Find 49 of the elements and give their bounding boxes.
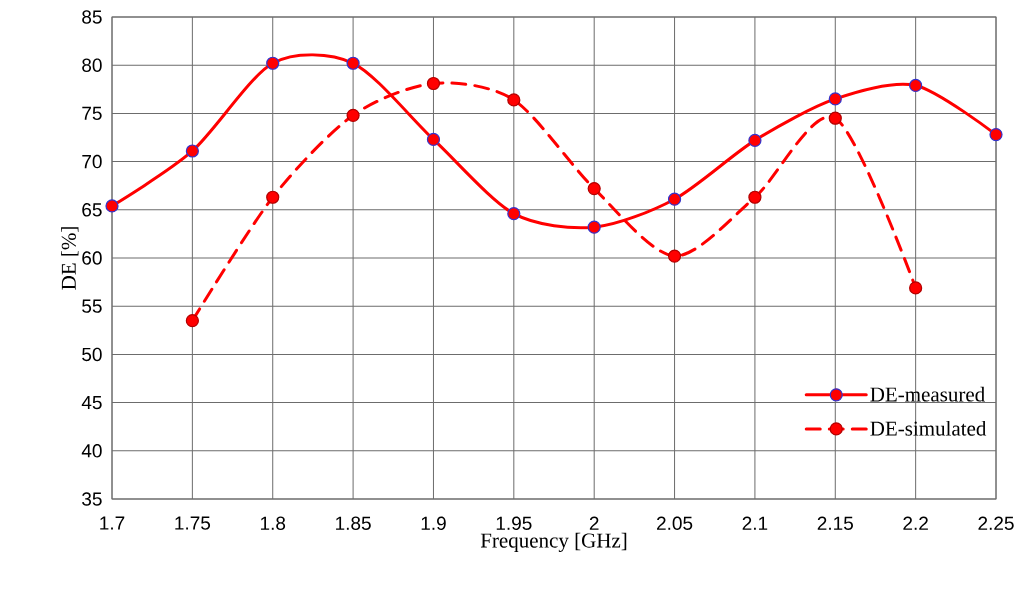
point xyxy=(587,220,601,234)
point xyxy=(346,56,360,70)
x-tick-label: 1.95 xyxy=(496,516,532,530)
x-tick-label: 1.7 xyxy=(100,516,125,530)
point xyxy=(748,133,762,147)
x-tick-label: 2.2 xyxy=(903,516,928,530)
point xyxy=(909,78,923,93)
y-tick-label: 50 xyxy=(82,347,102,362)
point xyxy=(667,249,682,263)
point xyxy=(185,144,199,158)
y-tick-label: 65 xyxy=(82,203,102,217)
legend-label: DE-simulated xyxy=(870,420,987,436)
point xyxy=(266,56,280,70)
x-tick-label: 1.9 xyxy=(421,516,446,530)
point xyxy=(667,192,682,206)
legend-label: DE-measured xyxy=(870,386,985,402)
y-axis-title: DE [%] xyxy=(61,227,79,290)
y-tick-label: 80 xyxy=(82,58,102,72)
point xyxy=(185,314,199,328)
x-tick-label: 2.15 xyxy=(817,516,853,530)
y-tick-label: 45 xyxy=(81,395,102,410)
y-tick-label: 60 xyxy=(82,251,102,265)
x-tick-label: 2 xyxy=(589,516,599,530)
x-tick-label: 2.25 xyxy=(978,516,1014,530)
y-tick-label: 75 xyxy=(82,106,102,121)
y-tick-label: 70 xyxy=(82,154,102,169)
x-tick-label: 2.05 xyxy=(657,516,693,530)
point xyxy=(989,128,1003,142)
point xyxy=(266,190,280,204)
point xyxy=(105,199,119,213)
y-tick-label: 85 xyxy=(82,10,102,24)
point xyxy=(828,111,842,125)
x-tick-label: 1.75 xyxy=(175,516,211,530)
point xyxy=(346,108,360,122)
point xyxy=(748,190,762,204)
y-tick-label: 40 xyxy=(81,444,102,458)
point xyxy=(426,76,441,91)
y-tick-label: 35 xyxy=(82,492,102,506)
point xyxy=(828,92,842,106)
y-tick-label: 55 xyxy=(82,299,102,313)
point xyxy=(909,281,923,295)
point xyxy=(507,93,521,107)
x-tick-label: 2.1 xyxy=(742,516,768,530)
x-axis-title: Frequency [GHz] xyxy=(480,532,627,552)
point xyxy=(507,207,521,221)
x-tick-label: 1.85 xyxy=(336,516,371,530)
point xyxy=(587,181,601,196)
point xyxy=(426,132,441,147)
x-tick-label: 1.8 xyxy=(260,516,286,530)
